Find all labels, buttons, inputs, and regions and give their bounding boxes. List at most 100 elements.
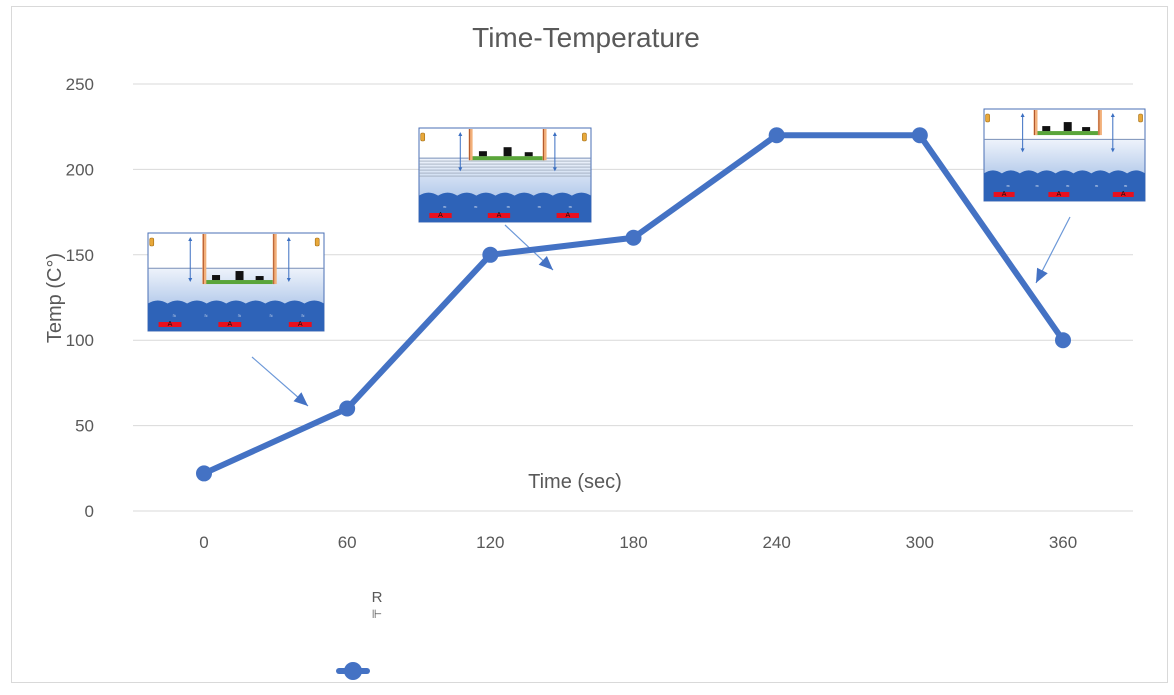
inset-wall xyxy=(468,129,473,161)
inset-component xyxy=(255,276,264,281)
x-tick-label: 300 xyxy=(906,533,934,552)
inset-probe xyxy=(1138,113,1143,123)
inset-particle: ≈ xyxy=(270,313,274,319)
inset-component xyxy=(503,147,512,157)
inset-board xyxy=(1035,131,1100,136)
inset-heater xyxy=(556,213,579,218)
inset-heater-mark: A xyxy=(298,321,303,328)
y-tick-label: 200 xyxy=(66,160,94,179)
inset-particle: ≈ xyxy=(1035,184,1039,190)
inset-particle: ≈ xyxy=(204,313,208,319)
inset-heater-mark: A xyxy=(1002,191,1007,198)
inset-particle: ≈ xyxy=(1007,184,1011,190)
inset-heater xyxy=(158,322,182,327)
x-tick-label: 240 xyxy=(762,533,790,552)
inset-stage-1: A A A≈ ≈ ≈ ≈ ≈ xyxy=(147,232,325,332)
x-tick-label: 120 xyxy=(476,533,504,552)
data-point xyxy=(482,246,499,263)
x-tick-label: 60 xyxy=(338,533,357,552)
inset-particle: ≈ xyxy=(538,205,542,211)
arrow-head xyxy=(293,392,308,406)
inset-diagrams: A A A≈ ≈ ≈ ≈ ≈A A A≈ ≈ ≈ ≈ ≈A A A≈ ≈ ≈ ≈ ≈ xyxy=(147,108,1146,332)
inset-particle: ≈ xyxy=(507,205,511,211)
inset-particle: ≈ xyxy=(301,313,305,319)
legend-series-marker xyxy=(344,662,362,680)
inset-particle: ≈ xyxy=(1095,184,1099,190)
inset-wall xyxy=(1097,110,1102,136)
inset-heater xyxy=(288,322,312,327)
x-axis-label: Time (sec) xyxy=(528,471,622,493)
legend: R ⊩ xyxy=(336,589,383,680)
inset-component xyxy=(1063,122,1072,132)
inset-bath xyxy=(984,170,1145,201)
legend-glyph: ⊩ xyxy=(372,607,382,621)
inset-wall xyxy=(272,234,277,285)
gridlines xyxy=(133,83,1133,512)
chart-frame xyxy=(11,6,1168,683)
inset-bath xyxy=(148,300,324,331)
inset-stage-2: A A A≈ ≈ ≈ ≈ ≈ xyxy=(418,127,592,223)
inset-component xyxy=(212,275,221,281)
inset-heater xyxy=(429,213,452,218)
x-tick-labels: 0 60 120 180 240 300 360 xyxy=(199,533,1077,552)
inset-particle: ≈ xyxy=(1124,184,1128,190)
inset-wall xyxy=(1033,110,1038,136)
inset-component xyxy=(1082,127,1091,132)
inset-component xyxy=(524,152,533,157)
inset-component xyxy=(478,151,487,157)
inset-probe xyxy=(985,113,990,123)
inset-bath xyxy=(419,192,591,222)
inset-heater xyxy=(993,192,1015,197)
inset-heater xyxy=(1048,192,1070,197)
inset-component xyxy=(235,271,244,281)
inset-heater xyxy=(487,213,511,218)
inset-heater-mark: A xyxy=(168,321,173,328)
inset-particle: ≈ xyxy=(474,205,478,211)
inset-particle: ≈ xyxy=(238,313,242,319)
y-tick-labels: 0 50 100 150 200 250 xyxy=(66,75,94,521)
y-tick-label: 100 xyxy=(66,331,94,350)
inset-particle: ≈ xyxy=(569,205,573,211)
y-tick-label: 150 xyxy=(66,246,94,265)
inset-wall xyxy=(542,129,547,161)
legend-label: R xyxy=(372,589,383,606)
inset-board xyxy=(204,280,275,285)
x-tick-label: 360 xyxy=(1049,533,1077,552)
inset-probe xyxy=(420,132,426,142)
inset-component xyxy=(1042,126,1051,132)
y-tick-label: 0 xyxy=(85,502,94,521)
inset-heater-mark: A xyxy=(438,212,443,219)
data-point xyxy=(339,400,356,417)
inset-probe xyxy=(149,237,155,247)
inset-heater-mark: A xyxy=(1057,191,1062,198)
x-tick-label: 0 xyxy=(199,533,208,552)
data-point xyxy=(768,127,785,144)
data-point xyxy=(625,229,642,246)
y-tick-label: 250 xyxy=(66,75,94,94)
inset-particle: ≈ xyxy=(1066,184,1070,190)
inset-particle: ≈ xyxy=(173,313,177,319)
x-tick-label: 180 xyxy=(619,533,647,552)
inset-heater xyxy=(1112,192,1134,197)
series-line xyxy=(201,132,1066,477)
inset-heater xyxy=(218,322,242,327)
data-point xyxy=(1055,332,1071,349)
data-point xyxy=(196,465,212,482)
inset-probe xyxy=(314,237,320,247)
inset-heater-mark: A xyxy=(565,212,570,219)
y-tick-label: 50 xyxy=(75,417,94,436)
inset-probe xyxy=(582,132,587,142)
inset-heater-mark: A xyxy=(1121,191,1126,198)
data-point xyxy=(911,127,928,144)
inset-particle: ≈ xyxy=(443,205,447,211)
inset-heater-mark: A xyxy=(497,212,502,219)
chart-title: Time-Temperature xyxy=(472,22,700,53)
inset-board xyxy=(470,156,545,161)
y-axis-label: Temp (C°) xyxy=(44,253,66,343)
inset-stage-3: A A A≈ ≈ ≈ ≈ ≈ xyxy=(983,108,1146,202)
arrow-head xyxy=(538,256,553,270)
inset-heater-mark: A xyxy=(228,321,233,328)
arrow-head xyxy=(1036,267,1048,283)
inset-wall xyxy=(202,234,207,285)
